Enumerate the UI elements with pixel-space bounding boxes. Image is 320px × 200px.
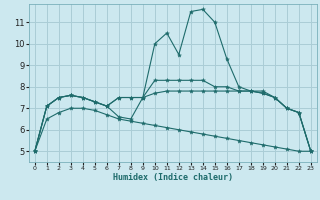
X-axis label: Humidex (Indice chaleur): Humidex (Indice chaleur): [113, 173, 233, 182]
